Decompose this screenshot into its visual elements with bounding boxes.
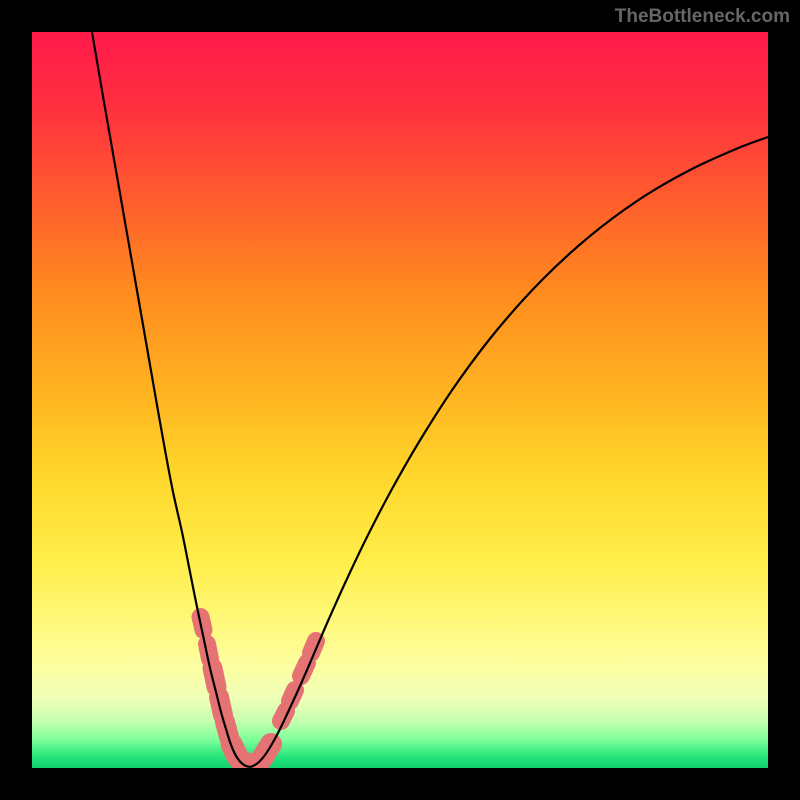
bottleneck-curve-right: [250, 137, 768, 767]
highlight-band: [201, 617, 317, 767]
chart-curves: [32, 32, 768, 768]
plot-area: [32, 32, 768, 768]
figure-root: TheBottleneck.com: [0, 0, 800, 800]
watermark-label: TheBottleneck.com: [615, 6, 790, 28]
bottleneck-curve-left: [92, 32, 250, 767]
